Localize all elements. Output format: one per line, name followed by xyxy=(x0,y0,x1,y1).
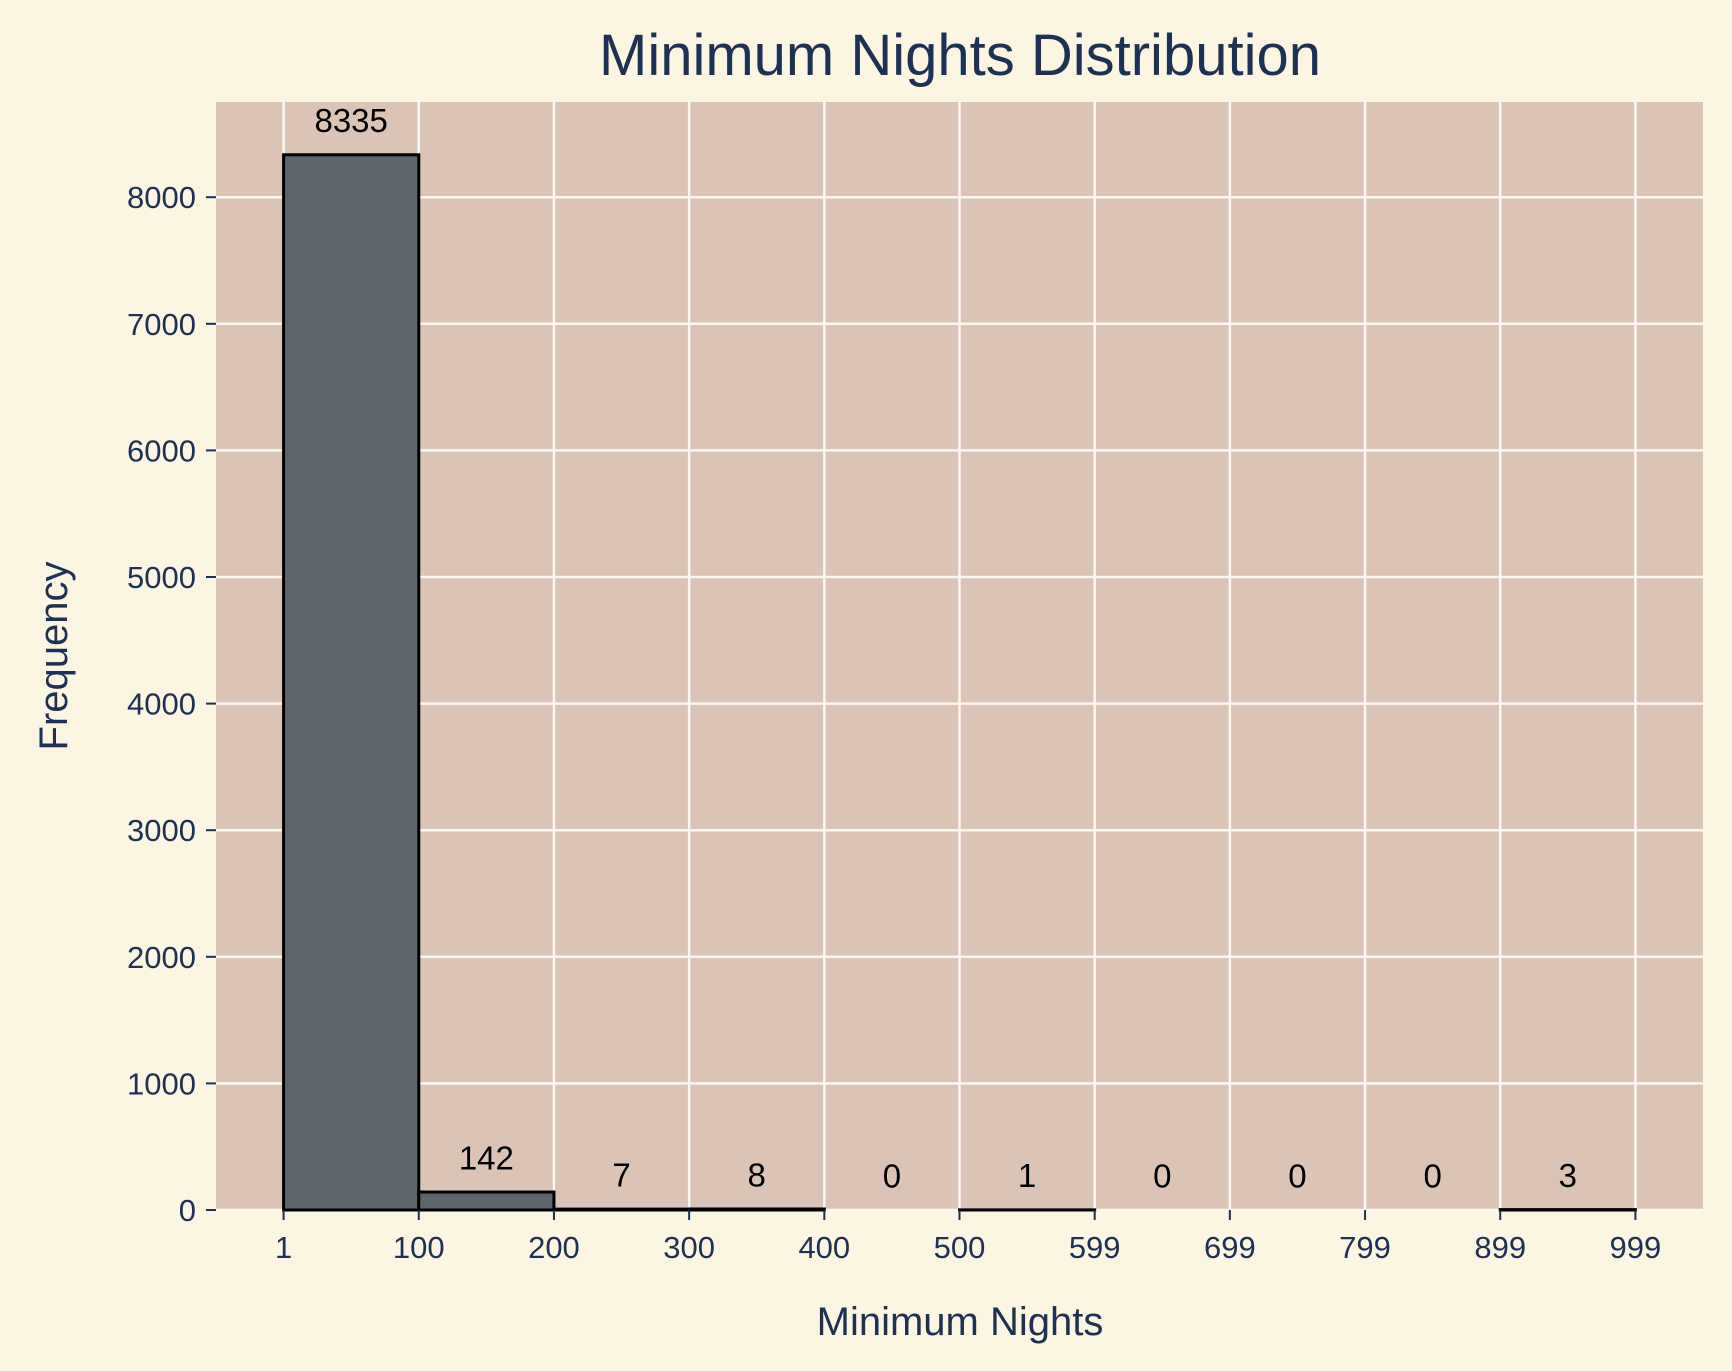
x-tick-label: 300 xyxy=(663,1230,715,1265)
chart-title: Minimum Nights Distribution xyxy=(599,23,1321,88)
histogram-bar xyxy=(552,1207,691,1212)
y-tick-label: 1000 xyxy=(127,1066,196,1101)
x-tick-label: 799 xyxy=(1339,1230,1391,1265)
bar-value-label: 8 xyxy=(748,1156,766,1193)
bar-value-labels: 8335 142 7 8 0 1 0 0 0 3 xyxy=(314,102,1577,1194)
bar-value-label: 142 xyxy=(459,1139,514,1176)
y-tick-label: 4000 xyxy=(127,687,196,722)
x-tick-label: 200 xyxy=(528,1230,580,1265)
y-tick-label: 8000 xyxy=(127,180,196,215)
bar-value-label: 1 xyxy=(1018,1157,1036,1194)
histogram-bar xyxy=(417,1190,556,1212)
y-tick-label: 3000 xyxy=(127,813,196,848)
y-tick-label: 2000 xyxy=(127,940,196,975)
y-tick-label: 6000 xyxy=(127,433,196,468)
x-tick-label: 400 xyxy=(798,1230,850,1265)
y-tick-label: 5000 xyxy=(127,560,196,595)
histogram-bars xyxy=(282,153,1637,1212)
x-tick-label: 100 xyxy=(393,1230,445,1265)
histogram-bar xyxy=(687,1207,826,1212)
y-tick-label: 7000 xyxy=(127,307,196,342)
x-tick-label: 500 xyxy=(934,1230,986,1265)
y-tick-label: 0 xyxy=(179,1193,196,1228)
x-tick-label: 999 xyxy=(1610,1230,1662,1265)
x-tick-label: 1 xyxy=(275,1230,292,1265)
bar-value-label: 8335 xyxy=(314,102,387,139)
bar-value-label: 3 xyxy=(1559,1157,1577,1194)
y-axis-label: Frequency xyxy=(32,562,76,751)
bar-value-label: 0 xyxy=(1153,1157,1171,1194)
x-tick-label: 899 xyxy=(1474,1230,1526,1265)
histogram-bar xyxy=(282,153,421,1212)
bar-value-label: 0 xyxy=(1288,1157,1306,1194)
x-tick-label: 699 xyxy=(1204,1230,1256,1265)
x-axis: 1 100 200 300 400 500 599 699 799 899 999 xyxy=(275,1210,1661,1265)
bar-value-label: 0 xyxy=(883,1157,901,1194)
x-tick-label: 599 xyxy=(1069,1230,1121,1265)
bar-value-label: 7 xyxy=(612,1156,630,1193)
x-axis-label: Minimum Nights xyxy=(817,1300,1104,1344)
grid-lines xyxy=(216,102,1703,1212)
y-axis: 0 1000 2000 3000 4000 5000 6000 7000 8000 xyxy=(127,180,216,1228)
bar-value-label: 0 xyxy=(1423,1157,1441,1194)
